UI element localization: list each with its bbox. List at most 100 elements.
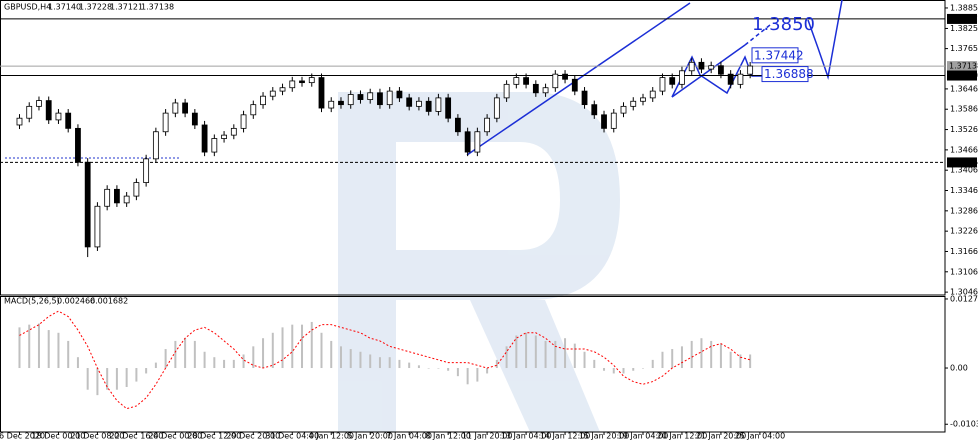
candle-body: [328, 100, 335, 109]
x-tick-label: 29 Dec 20:00: [226, 432, 280, 441]
macd-bar: [603, 368, 606, 371]
macd-bar: [184, 338, 187, 369]
candle-body: [630, 100, 637, 107]
candle-body: [26, 105, 33, 119]
candle-body: [503, 83, 510, 99]
macd-bar: [398, 359, 401, 369]
macd-bar: [291, 324, 294, 369]
forecast-label: 1.37442: [754, 48, 804, 62]
x-tick-label: 13 Jan 04:00: [501, 432, 552, 441]
candle-body: [357, 94, 364, 100]
macd-bar: [534, 335, 537, 369]
macd-bar: [96, 368, 99, 396]
candle-body: [718, 65, 724, 75]
y-tick-label: 1.36465: [950, 84, 978, 93]
candle-body: [191, 112, 198, 126]
forecast-label: 1.36888: [764, 67, 814, 81]
y-tick-label: 1.30465: [950, 288, 978, 297]
macd-bar: [193, 340, 196, 369]
macd-frame: [0, 296, 946, 433]
macd-bar: [505, 346, 508, 369]
candle-body: [75, 127, 81, 163]
macd-bar: [515, 335, 518, 369]
candle-body: [308, 77, 315, 84]
x-tick-label: 14 Jan 12:00: [540, 432, 591, 441]
macd-bar: [262, 338, 265, 369]
candle-body: [425, 100, 432, 112]
candle-body: [445, 97, 452, 119]
candle-body: [640, 97, 646, 102]
candle-body: [513, 77, 520, 85]
macd-bar: [57, 332, 60, 369]
candle-body: [454, 117, 461, 133]
macd-bar: [47, 330, 50, 369]
y-tick-label: 1.34665: [950, 145, 978, 154]
macd-bar: [106, 368, 109, 390]
macd-bar: [320, 332, 323, 369]
macd-bar: [349, 349, 352, 369]
candle-body: [230, 127, 237, 136]
candle-body: [571, 78, 578, 92]
macd-bar: [281, 327, 284, 369]
candle-body: [104, 188, 111, 207]
candle-body: [532, 83, 539, 94]
wave-path: [671, 55, 763, 98]
candle-body: [221, 134, 227, 139]
candle-body: [250, 104, 257, 116]
x-tick-label: 24 Dec 00:00: [148, 432, 202, 441]
macd-bar: [76, 357, 79, 369]
macd-bar: [593, 359, 596, 369]
macd-bar: [417, 365, 420, 369]
macd-bar: [125, 368, 128, 387]
macd-bar: [729, 351, 732, 369]
macd-bar: [388, 357, 391, 369]
macd-bar: [164, 349, 167, 369]
price-level-box: [947, 157, 977, 168]
candle-body: [338, 100, 344, 106]
candle-body: [649, 90, 656, 99]
x-tick-label: 16 Dec 2020: [0, 432, 45, 441]
candle-body: [299, 80, 305, 84]
candle-body: [416, 100, 422, 107]
macd-bar: [700, 338, 703, 369]
header-value: 1.37140: [48, 3, 81, 12]
x-tick-label: 21 Dec 08:00: [71, 432, 125, 441]
macd-bar: [67, 340, 70, 369]
y-tick-label: 1.32265: [950, 227, 978, 236]
chart-title: GBPUSD,H4: [4, 3, 51, 12]
y-tick-label: 1.31665: [950, 247, 978, 256]
indicator-value: 0.002466: [57, 297, 95, 306]
x-tick-label: 22 Dec 16:00: [109, 432, 163, 441]
y-tick-label: 1.33465: [950, 186, 978, 195]
macd-bar: [564, 338, 567, 369]
macd-bar: [310, 321, 313, 369]
candle-body: [708, 65, 715, 70]
price-level-label: 1.37138: [949, 62, 978, 71]
candle-body: [65, 112, 72, 129]
macd-bar: [651, 359, 654, 369]
candle-body: [84, 161, 91, 248]
header-value: 1.37138: [141, 3, 174, 12]
macd-bar: [495, 359, 498, 369]
macd-bar: [203, 351, 206, 369]
macd-bar: [661, 351, 664, 369]
candle-body: [201, 124, 208, 153]
x-tick-label: 15 Jan 20:00: [579, 432, 630, 441]
macd-bar: [466, 368, 469, 385]
price-level-label: 1.34294: [949, 158, 978, 167]
macd-bar: [271, 332, 274, 369]
candle-body: [659, 77, 666, 92]
macd-bar: [330, 340, 333, 369]
candle-body: [16, 117, 23, 126]
candle-body: [591, 104, 598, 116]
candle-body: [55, 112, 62, 121]
macd-bar: [554, 340, 557, 369]
macd-bar: [680, 346, 683, 369]
macd-bar: [339, 346, 342, 369]
price-level-box: [947, 13, 977, 24]
candle-body: [318, 77, 325, 109]
macd-bar: [544, 340, 547, 369]
candle-body: [464, 131, 471, 153]
x-tick-label: 19 Jan 04:00: [618, 432, 669, 441]
